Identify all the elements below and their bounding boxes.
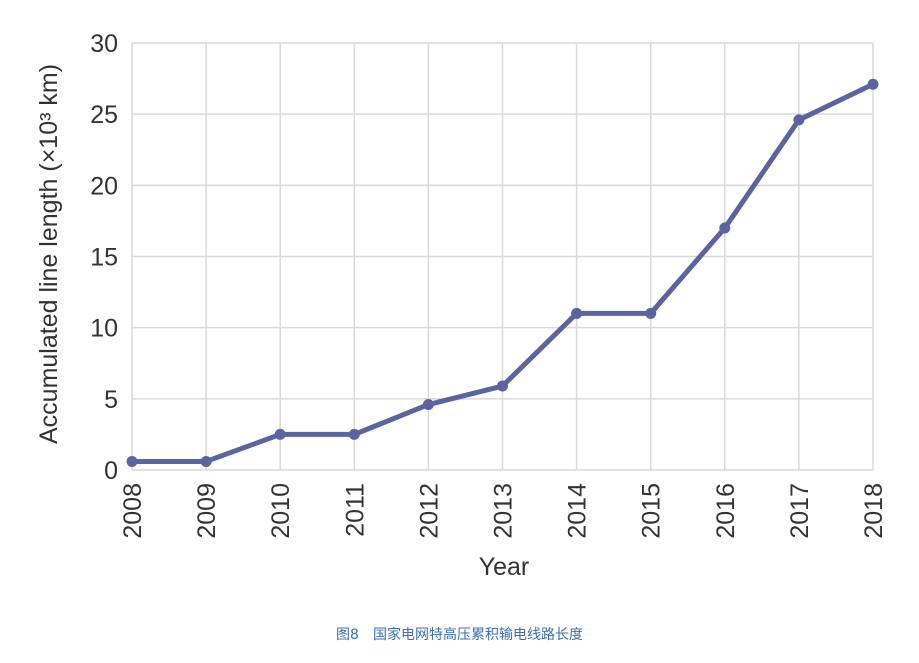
x-tick-label: 2010 <box>267 483 295 539</box>
data-point <box>719 222 731 234</box>
x-tick-labels: 2008 2009 2010 2011 2012 2013 2014 2015 2016 2017… <box>119 483 888 539</box>
data-point <box>126 455 138 467</box>
y-tick-label: 25 <box>90 101 118 129</box>
y-tick-label: 5 <box>104 386 118 414</box>
x-tick-label: 2008 <box>119 483 147 539</box>
data-point <box>571 307 583 319</box>
y-tick-labels: 0 5 10 15 20 25 30 <box>90 30 118 485</box>
x-tick-label: 2016 <box>712 483 740 539</box>
x-tick-label: 2009 <box>193 483 221 539</box>
x-tick-label: 2014 <box>564 483 592 539</box>
data-point <box>793 114 805 126</box>
x-axis-label: Year <box>479 553 530 581</box>
x-tick-label: 2018 <box>860 483 888 539</box>
figure-caption: 图8 国家电网特高压累积输电线路长度 <box>336 627 583 643</box>
y-tick-label: 10 <box>90 315 118 343</box>
data-point <box>497 380 508 392</box>
data-point <box>200 455 212 467</box>
x-tick-label: 2012 <box>415 483 443 539</box>
data-point <box>867 78 879 90</box>
data-point <box>422 399 434 411</box>
data-point <box>274 428 286 440</box>
y-tick-label: 20 <box>90 172 118 200</box>
y-tick-label: 15 <box>90 244 118 272</box>
y-axis-label: Accumulated line length (×10³ km) <box>35 64 63 444</box>
x-tick-label: 2015 <box>638 483 666 539</box>
grid-lines <box>131 42 874 471</box>
data-point <box>645 307 657 319</box>
series-group <box>126 78 879 467</box>
y-tick-label: 0 <box>104 457 118 485</box>
x-tick-label: 2011 <box>341 483 369 537</box>
x-tick-label: 2013 <box>490 483 518 539</box>
x-tick-label: 2017 <box>786 483 814 539</box>
data-point <box>348 428 360 440</box>
line-chart: 0 5 10 15 20 25 30 2008 2009 2010 2011 2012 2013 201… <box>35 30 888 581</box>
y-tick-label: 30 <box>90 30 118 58</box>
